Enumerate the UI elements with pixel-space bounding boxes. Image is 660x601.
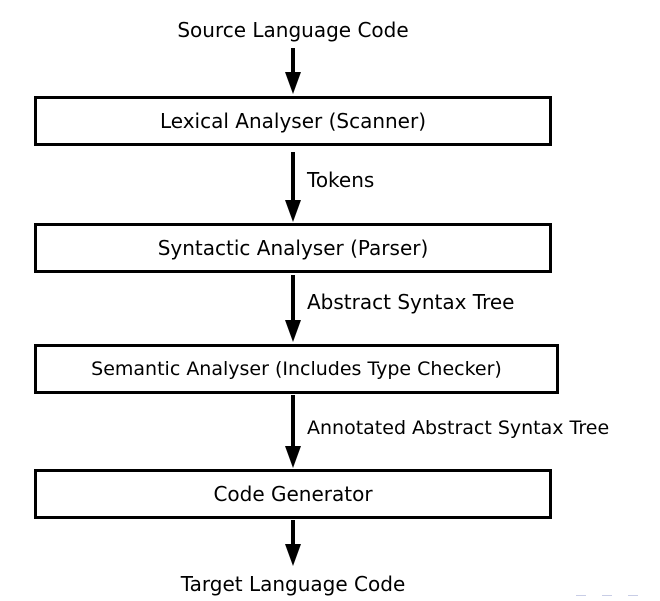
edge-label-tokens: Tokens xyxy=(307,168,375,192)
arrowhead-syntactic-to-semantic xyxy=(285,320,301,342)
syntactic-analyser-label: Syntactic Analyser (Parser) xyxy=(157,236,429,260)
decorative-corner-marks xyxy=(576,595,640,597)
arrowhead-codegen-to-target xyxy=(285,544,301,566)
semantic-analyser-label: Semantic Analyser (Includes Type Checker… xyxy=(91,358,502,380)
code-generator-box: Code Generator xyxy=(34,469,552,519)
lexical-analyser-label: Lexical Analyser (Scanner) xyxy=(159,109,427,133)
arrowhead-lexical-to-syntactic xyxy=(285,200,301,222)
syntactic-analyser-box: Syntactic Analyser (Parser) xyxy=(34,223,552,273)
source-language-label: Source Language Code xyxy=(177,18,409,42)
arrowhead-source-to-lexical xyxy=(285,72,301,94)
edge-label-abstract-syntax-tree: Abstract Syntax Tree xyxy=(307,290,515,314)
semantic-analyser-box: Semantic Analyser (Includes Type Checker… xyxy=(34,344,559,394)
lexical-analyser-box: Lexical Analyser (Scanner) xyxy=(34,96,552,146)
code-generator-label: Code Generator xyxy=(213,482,373,506)
edge-label-annotated-abstract-syntax-tree: Annotated Abstract Syntax Tree xyxy=(307,417,610,439)
arrowhead-semantic-to-codegen xyxy=(285,446,301,468)
target-language-label: Target Language Code xyxy=(180,572,406,596)
